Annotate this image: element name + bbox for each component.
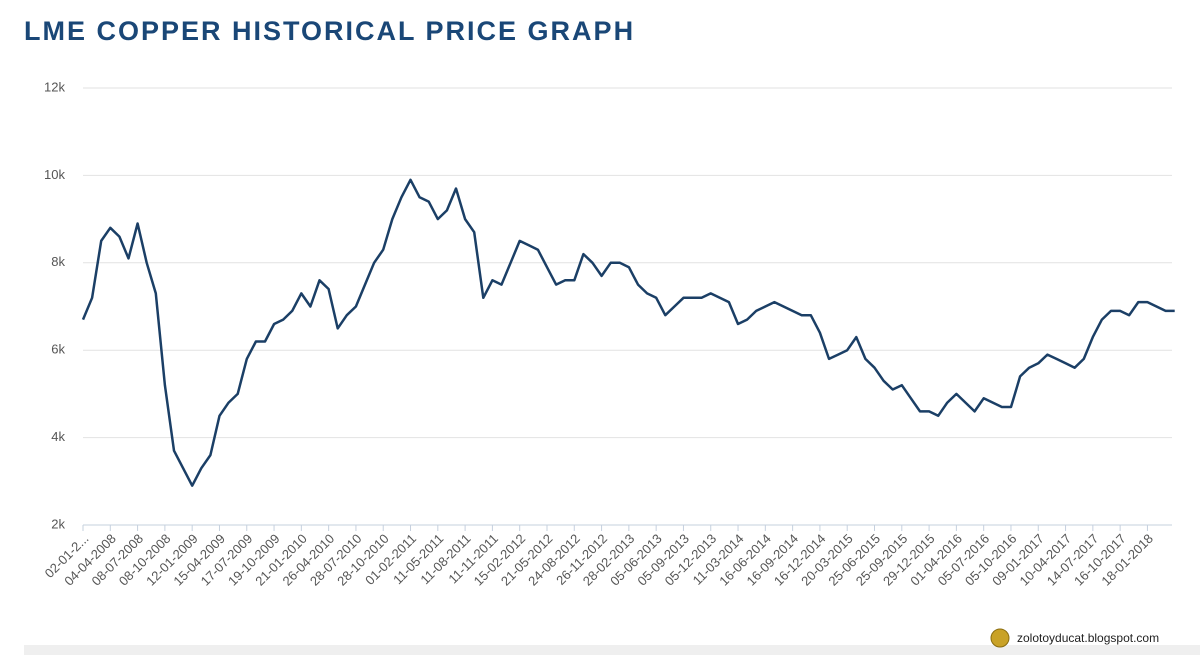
y-tick-label: 12k <box>44 79 65 94</box>
y-tick-label: 4k <box>51 429 65 444</box>
y-tick-label: 2k <box>51 516 65 531</box>
y-tick-label: 10k <box>44 167 65 182</box>
chart-title: LME COPPER HISTORICAL PRICE GRAPH <box>24 16 635 46</box>
y-tick-label: 8k <box>51 254 65 269</box>
footer-text: zolotoyducat.blogspot.com <box>1017 631 1159 645</box>
coin-icon <box>990 628 1010 648</box>
footer-band <box>24 645 1200 655</box>
y-tick-label: 6k <box>51 342 65 357</box>
price-line <box>81 178 1175 487</box>
